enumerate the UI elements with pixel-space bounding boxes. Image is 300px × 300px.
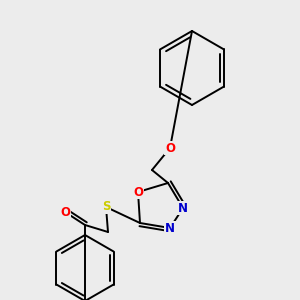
Text: O: O xyxy=(60,206,70,218)
Text: N: N xyxy=(178,202,188,214)
Text: S: S xyxy=(102,200,110,214)
Text: O: O xyxy=(133,185,143,199)
Text: O: O xyxy=(165,142,175,154)
Text: N: N xyxy=(165,221,175,235)
